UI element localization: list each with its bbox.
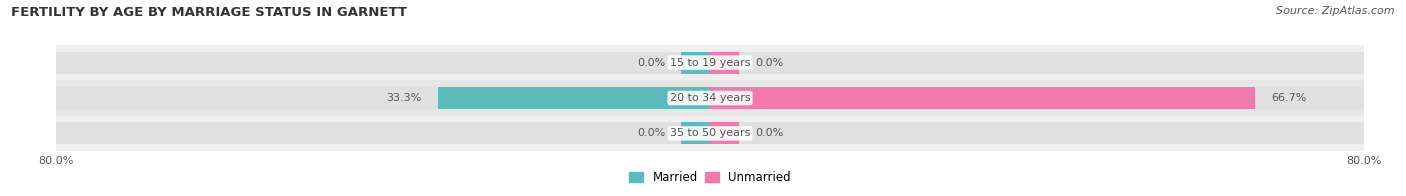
Text: 33.3%: 33.3% <box>387 93 422 103</box>
Text: FERTILITY BY AGE BY MARRIAGE STATUS IN GARNETT: FERTILITY BY AGE BY MARRIAGE STATUS IN G… <box>11 6 408 19</box>
Bar <box>56 116 1364 151</box>
Text: 0.0%: 0.0% <box>755 128 783 138</box>
Bar <box>710 122 738 144</box>
Text: 0.0%: 0.0% <box>755 58 783 68</box>
Bar <box>56 45 1364 80</box>
Bar <box>710 52 738 74</box>
Bar <box>56 87 1364 109</box>
Bar <box>56 122 1364 144</box>
Text: 35 to 50 years: 35 to 50 years <box>669 128 751 138</box>
Bar <box>682 52 710 74</box>
Text: 20 to 34 years: 20 to 34 years <box>669 93 751 103</box>
Bar <box>56 52 1364 74</box>
Bar <box>682 122 710 144</box>
Bar <box>437 87 710 109</box>
Text: 15 to 19 years: 15 to 19 years <box>669 58 751 68</box>
Text: 66.7%: 66.7% <box>1271 93 1306 103</box>
Text: Source: ZipAtlas.com: Source: ZipAtlas.com <box>1277 6 1395 16</box>
Bar <box>710 87 1256 109</box>
Legend: Married, Unmarried: Married, Unmarried <box>624 166 796 189</box>
Text: 0.0%: 0.0% <box>637 128 665 138</box>
Text: 0.0%: 0.0% <box>637 58 665 68</box>
Bar <box>56 80 1364 116</box>
